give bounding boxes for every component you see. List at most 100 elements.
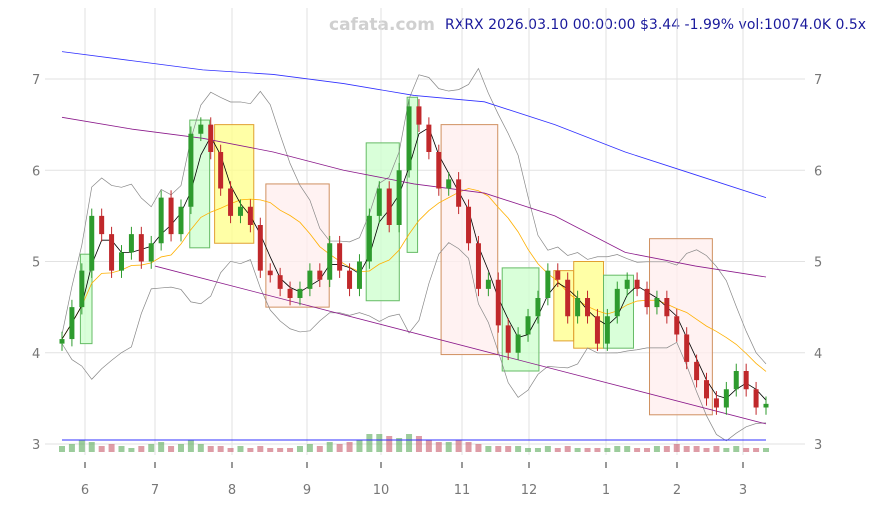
candle-body: [436, 152, 442, 189]
candle-body: [138, 234, 144, 262]
volume-bar: [197, 444, 204, 452]
volume-bar: [148, 444, 155, 452]
candle-body: [307, 270, 313, 289]
candle-body: [327, 243, 333, 280]
candle-body: [654, 298, 660, 308]
candle-body: [337, 243, 343, 271]
candle-body: [168, 197, 174, 235]
volume-bar: [564, 446, 571, 452]
volume-bar: [376, 434, 383, 452]
volume-bar: [554, 448, 561, 452]
candle-body: [594, 316, 600, 344]
y-tick-label-left: 3: [32, 438, 40, 453]
volume-bar: [544, 446, 551, 452]
candle-body: [247, 206, 253, 225]
candle-body: [267, 270, 273, 276]
volume-bar: [59, 446, 65, 452]
volume-bar: [326, 442, 333, 452]
candle-body: [277, 275, 283, 289]
volume-bar: [644, 448, 651, 452]
volume-bar: [693, 446, 700, 452]
volume-bar: [624, 446, 631, 452]
y-tick-label-right: 5: [814, 256, 822, 271]
x-tick-label: 10: [373, 483, 390, 498]
candle-body: [69, 307, 75, 340]
volume-bar: [614, 446, 621, 452]
candle-body: [416, 106, 422, 125]
candle-body: [565, 279, 571, 317]
candle-body: [218, 152, 224, 189]
volume-bar: [227, 448, 234, 452]
candle-body: [674, 316, 680, 335]
volume-bar: [108, 444, 115, 452]
volume-bar: [505, 446, 512, 452]
volume-bar: [207, 446, 214, 452]
candle-body: [585, 298, 591, 317]
volume-bar: [465, 442, 472, 452]
volume-bar: [723, 448, 730, 452]
volume-bar: [653, 446, 660, 452]
volume-bar: [445, 442, 452, 452]
y-tick-label-left: 4: [32, 347, 40, 362]
volume-bar: [634, 448, 641, 452]
volume-bar: [733, 446, 740, 452]
volume-bar: [396, 438, 403, 452]
volume-bar: [267, 448, 274, 452]
candle-body: [763, 403, 769, 408]
candle-body: [684, 334, 690, 362]
volume-bar: [534, 448, 541, 452]
candle-body: [366, 215, 372, 262]
candle-body: [99, 215, 105, 235]
candle-body: [624, 279, 630, 289]
bollinger-upper: [61, 67, 767, 365]
candle-body: [386, 188, 392, 225]
candle-body: [535, 298, 541, 317]
volume-bar: [386, 436, 393, 452]
x-tick-label: 6: [81, 483, 89, 498]
x-tick-label: 1: [602, 483, 610, 498]
candle-body: [257, 225, 263, 271]
candle-body: [485, 279, 491, 289]
y-tick-label-right: 6: [814, 164, 822, 179]
candle-body: [505, 325, 511, 353]
volume-bar: [713, 446, 720, 452]
volume-bar: [743, 448, 750, 452]
ma-mid-line: [61, 116, 767, 278]
candle-body: [644, 288, 650, 308]
volume-bar: [584, 448, 591, 452]
volume-bar: [88, 442, 95, 452]
volume-bar: [525, 448, 532, 452]
y-tick-label-left: 5: [32, 256, 40, 271]
volume-bar: [287, 448, 294, 452]
y-tick-label-left: 6: [32, 164, 40, 179]
candle-body: [287, 288, 293, 298]
volume-bar: [604, 448, 611, 452]
candle-body: [426, 124, 432, 152]
candle-body: [664, 298, 670, 317]
candle-body: [237, 206, 243, 216]
candle-body: [634, 279, 640, 289]
chart-title: RXRX 2026.03.10 00:00:00 $3.44 -1.99% vo…: [445, 17, 867, 33]
candle-body: [704, 380, 710, 399]
volume-bar: [138, 446, 145, 452]
volume-bar: [217, 446, 224, 452]
volume-bar: [485, 446, 492, 452]
volume-bar: [406, 434, 413, 452]
volume-bar: [98, 446, 105, 452]
candle-body: [347, 270, 353, 289]
range-box: [406, 96, 419, 253]
candle-body: [188, 133, 194, 207]
candle-body: [297, 288, 303, 298]
volume-bar: [594, 448, 601, 452]
candle-body: [198, 124, 204, 134]
candle-body: [555, 270, 561, 280]
candle-body: [109, 234, 115, 271]
volume-bar: [296, 446, 303, 452]
volume-bar: [455, 440, 462, 452]
candle-body: [456, 179, 462, 207]
volume-bar: [415, 436, 422, 452]
range-box: [265, 183, 330, 308]
volume-bar: [168, 446, 175, 452]
